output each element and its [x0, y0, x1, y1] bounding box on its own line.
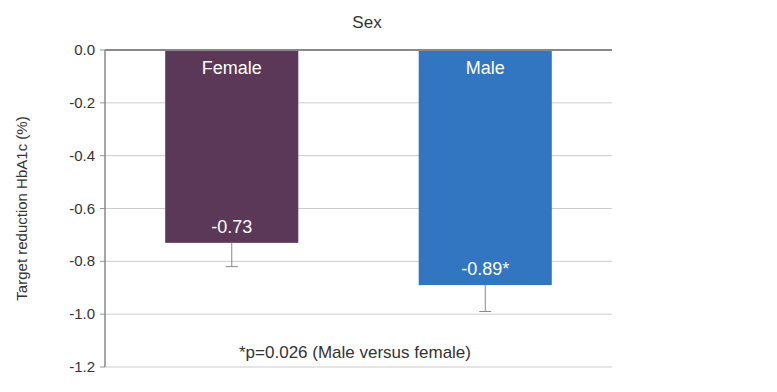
data-label: -0.73 — [211, 217, 252, 237]
error-bar — [479, 285, 491, 311]
bars-group — [165, 50, 552, 312]
grid-line — [105, 367, 612, 368]
tick-label: 0.0 — [74, 41, 95, 58]
chart-container: 0.0 -0.2 -0.4 -0.6 -0.8 -1.0 -1.2 Female -0.73 Ma… — [0, 0, 777, 392]
grid-line — [105, 50, 612, 51]
data-label: -0.89* — [461, 259, 509, 279]
error-bar-cap — [226, 266, 238, 267]
error-bar-stem — [231, 243, 232, 267]
bar — [165, 50, 298, 243]
category-label: Female — [202, 58, 262, 78]
annotation: *p=0.026 (Male versus female) — [239, 343, 471, 362]
tick-label: -0.8 — [69, 252, 95, 269]
grid-line — [105, 314, 612, 315]
category-label: Male — [466, 58, 505, 78]
tick-label: -0.4 — [69, 147, 95, 164]
error-bar — [226, 243, 238, 267]
tick-label: -1.2 — [69, 358, 95, 375]
tick-label: -0.2 — [69, 94, 95, 111]
bar — [419, 50, 552, 285]
error-bar-stem — [485, 285, 486, 311]
y-axis-line — [104, 50, 106, 367]
tick-label: -1.0 — [69, 305, 95, 322]
chart-title: Sex — [352, 13, 382, 32]
chart-svg: 0.0 -0.2 -0.4 -0.6 -0.8 -1.0 -1.2 Female -0.73 Ma… — [0, 0, 777, 392]
tick-label: -0.6 — [69, 200, 95, 217]
top-axis-line — [105, 49, 612, 51]
y-axis-label: Target reduction HbA1c (%) — [13, 116, 30, 300]
error-bar-cap — [479, 311, 491, 312]
